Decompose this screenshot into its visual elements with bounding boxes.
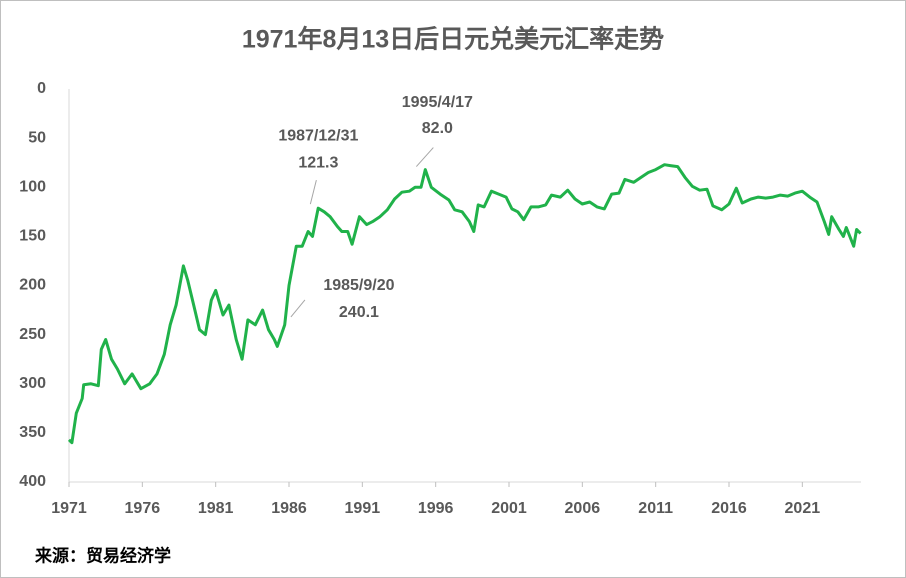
x-tick-label: 2016 bbox=[711, 500, 747, 517]
x-tick-label: 2006 bbox=[565, 500, 601, 517]
annotation-leader bbox=[309, 180, 317, 205]
y-tick-label: 400 bbox=[19, 473, 46, 490]
annotation-value: 82.0 bbox=[422, 120, 453, 137]
y-tick-label: 150 bbox=[19, 228, 46, 245]
x-tick-label: 2021 bbox=[785, 500, 821, 517]
y-tick-label: 250 bbox=[19, 326, 46, 343]
y-tick-label: 0 bbox=[37, 80, 46, 97]
x-tick-label: 1971 bbox=[51, 500, 87, 517]
chart-title: 1971年8月13日后日元兑美元汇率走势 bbox=[242, 25, 664, 54]
y-tick-label: 200 bbox=[19, 277, 46, 294]
x-tick-label: 2001 bbox=[491, 500, 527, 517]
annotation-leader bbox=[290, 299, 306, 318]
y-tick-label: 300 bbox=[19, 375, 46, 392]
annotation-date: 1987/12/31 bbox=[278, 127, 358, 144]
x-tick-label: 2011 bbox=[638, 500, 673, 517]
x-tick-label: 1976 bbox=[125, 500, 161, 517]
x-tick-label: 1996 bbox=[418, 500, 454, 517]
annotation-leader bbox=[415, 147, 434, 167]
x-tick-label: 1981 bbox=[198, 500, 234, 517]
annotation-date: 1995/4/17 bbox=[402, 94, 473, 111]
annotation-date: 1985/9/20 bbox=[323, 277, 394, 294]
y-tick-label: 50 bbox=[28, 129, 46, 146]
annotation-value: 121.3 bbox=[298, 154, 338, 171]
x-tick-label: 1986 bbox=[271, 500, 307, 517]
price-line bbox=[67, 163, 862, 445]
x-tick-label: 1991 bbox=[345, 500, 381, 517]
y-tick-label: 350 bbox=[19, 424, 46, 441]
y-tick-label: 100 bbox=[19, 178, 46, 195]
source-note: 来源：贸易经济学 bbox=[34, 545, 171, 565]
annotation-value: 240.1 bbox=[339, 304, 379, 321]
